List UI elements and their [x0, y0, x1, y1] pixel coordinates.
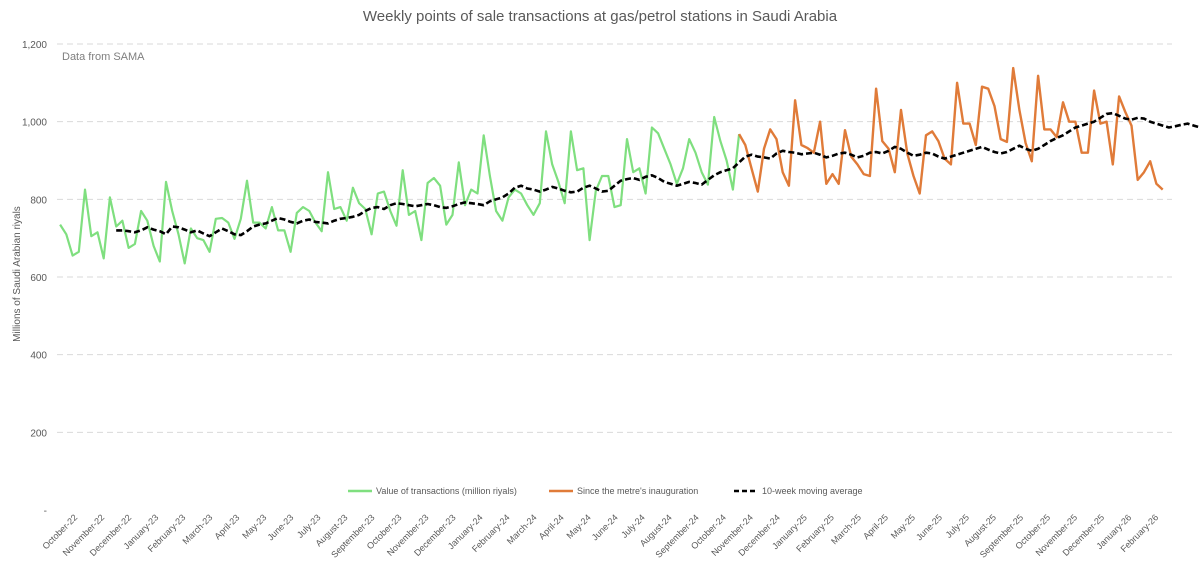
x-tick-label: April-24 — [537, 512, 566, 541]
x-tick-label: June-24 — [590, 512, 620, 542]
y-axis-ticks: - 200 400 600 800 1,000 1,200 — [22, 40, 47, 517]
chart-title: Weekly points of sale transactions at ga… — [363, 8, 838, 25]
legend-label: 10-week moving average — [762, 486, 863, 496]
x-tick-label: April-23 — [212, 512, 241, 541]
series-since-metro-line — [738, 66, 1164, 195]
y-tick-label: 200 — [30, 428, 47, 439]
y-axis-label: Millions of Saudi Arabian riyals — [12, 206, 23, 342]
x-tick-label: May-24 — [565, 512, 593, 540]
x-tick-label: May-25 — [889, 512, 917, 540]
source-note: Data from SAMA — [62, 51, 145, 63]
x-tick-label: May-23 — [240, 512, 268, 540]
x-axis-ticks: October-22November-22December-22January-… — [40, 512, 1160, 559]
y-tick-label: 1,200 — [22, 40, 47, 51]
y-tick-label: - — [44, 506, 47, 517]
gridlines — [57, 43, 1172, 433]
series-transactions-line — [59, 115, 741, 265]
y-tick-label: 600 — [30, 273, 47, 284]
y-tick-label: 800 — [30, 195, 47, 206]
legend-label: Since the metre's inauguration — [577, 486, 698, 496]
y-tick-label: 400 — [30, 351, 47, 362]
y-tick-label: 1,000 — [22, 118, 47, 129]
series-moving-average-line — [116, 111, 1200, 238]
x-tick-label: April-25 — [861, 512, 890, 541]
x-tick-label: March-24 — [505, 512, 539, 546]
legend-label: Value of transactions (million riyals) — [376, 486, 517, 496]
x-tick-label: June-25 — [914, 512, 944, 542]
x-tick-label: March-23 — [180, 512, 214, 546]
series-lines — [59, 66, 1200, 265]
x-tick-label: March-25 — [829, 512, 863, 546]
x-tick-label: June-23 — [265, 512, 295, 542]
legend: Value of transactions (million riyals) Si… — [348, 486, 863, 496]
